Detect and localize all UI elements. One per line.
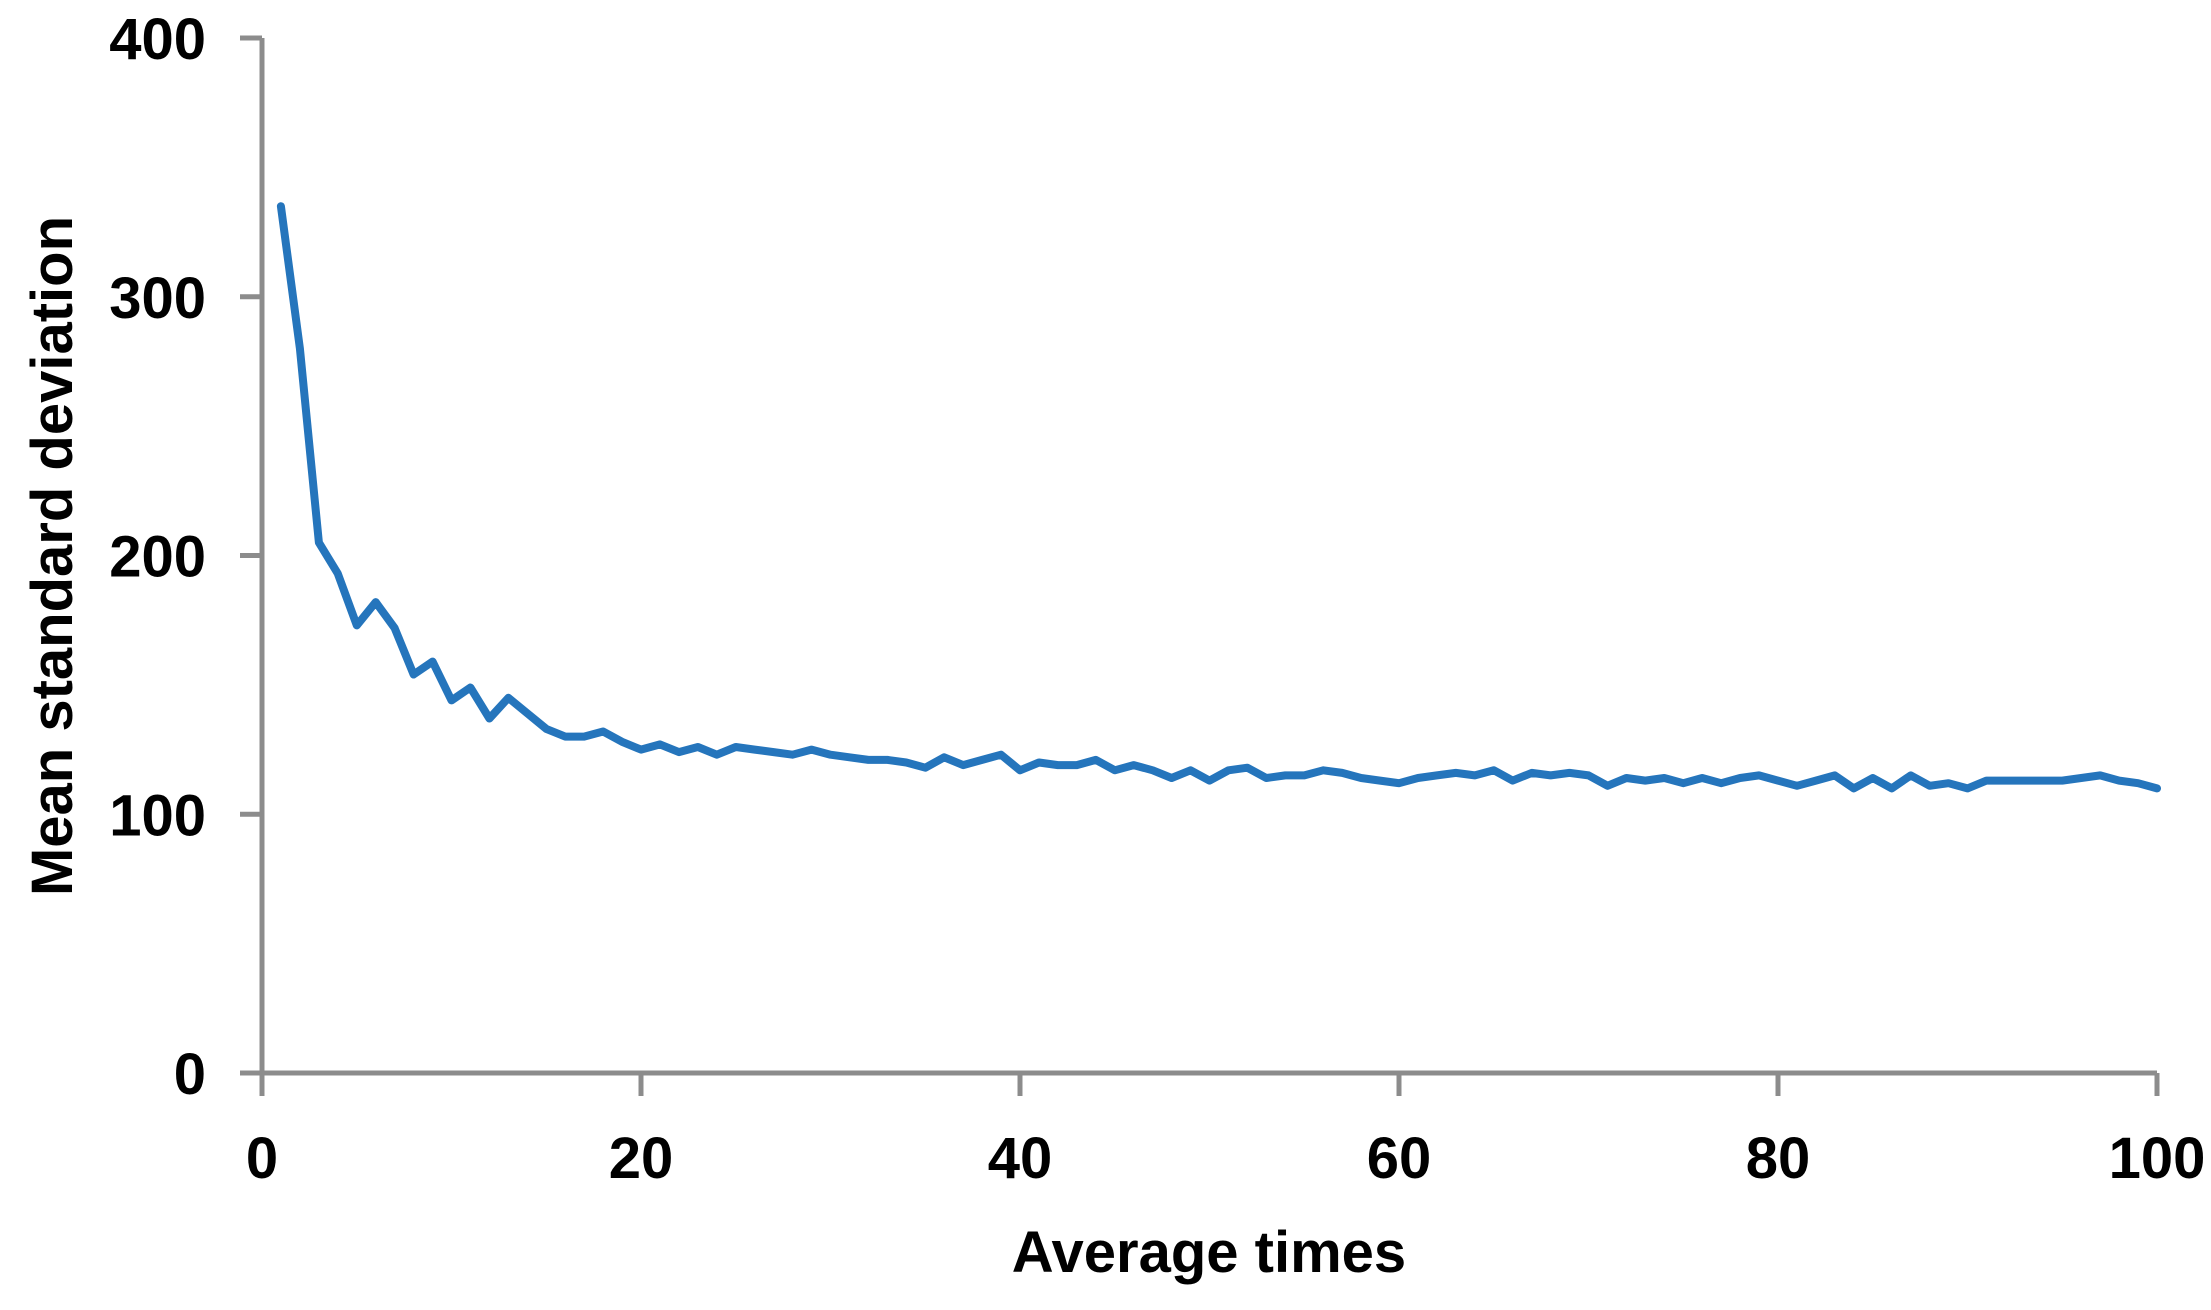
y-tick-label: 100 (109, 783, 206, 848)
y-tick-label: 300 (109, 266, 206, 331)
data-series-line (276, 202, 2161, 793)
x-axis-title: Average times (1012, 1220, 1406, 1285)
y-tick-label: 400 (109, 7, 206, 72)
x-tick-label: 20 (609, 1126, 674, 1191)
x-tick-label: 100 (2109, 1126, 2206, 1191)
axes (259, 38, 2157, 1076)
tick-marks (240, 35, 2160, 1096)
y-axis-title: Mean standard deviation (20, 216, 85, 896)
x-tick-label: 0 (246, 1126, 278, 1191)
y-tick-label: 200 (109, 525, 206, 590)
axis-lines (259, 38, 2157, 1076)
y-tick-label: 0 (174, 1042, 206, 1107)
x-tick-label: 60 (1367, 1126, 1432, 1191)
x-tick-label: 40 (988, 1126, 1053, 1191)
x-tick-label: 80 (1746, 1126, 1811, 1191)
tick-labels: 0 100 200 300 400 0 20 40 60 80 100 (109, 7, 2205, 1191)
